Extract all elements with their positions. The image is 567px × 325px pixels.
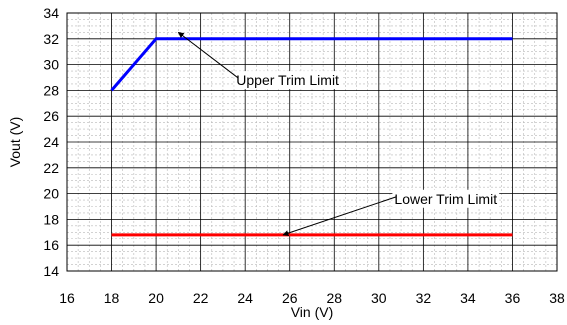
y-tick-label: 28 (43, 82, 59, 98)
annotation-label-1: Upper Trim Limit (236, 72, 339, 88)
y-tick-label: 20 (43, 186, 59, 202)
annotation-label-2: Lower Trim Limit (394, 191, 497, 207)
x-tick-label: 30 (371, 290, 387, 306)
y-tick-label: 24 (43, 134, 59, 150)
x-tick-label: 28 (326, 290, 342, 306)
y-tick-label: 18 (43, 211, 59, 227)
y-tick-label: 22 (43, 160, 59, 176)
annotation-layer: Upper Trim Limit Lower Trim Limit (177, 31, 500, 237)
annotation-label-bg-1 (234, 71, 342, 90)
y-tick-label: 34 (43, 5, 59, 21)
x-tick-label: 26 (282, 290, 298, 306)
x-tick-labels: 16 18 20 22 24 26 28 30 32 34 36 38 (59, 290, 565, 306)
x-tick-label: 18 (104, 290, 120, 306)
x-tick-label: 16 (59, 290, 75, 306)
y-tick-label: 30 (43, 57, 59, 73)
x-tick-label: 24 (237, 290, 253, 306)
y-tick-label: 14 (43, 263, 59, 279)
x-tick-label: 34 (460, 290, 476, 306)
y-tick-label: 26 (43, 108, 59, 124)
x-tick-label: 20 (148, 290, 164, 306)
y-tick-labels: 14 16 18 20 22 24 26 28 30 32 34 (43, 5, 59, 279)
series-layer (110, 37, 513, 237)
x-tick-label: 38 (549, 290, 565, 306)
y-tick-label: 32 (43, 31, 59, 47)
annotation-label-bg-2 (392, 189, 500, 208)
x-tick-label: 36 (505, 290, 521, 306)
annotation-arrow-2 (282, 196, 397, 237)
x-axis-title: Vin (V) (291, 304, 334, 320)
x-tick-label: 32 (416, 290, 432, 306)
y-tick-label: 16 (43, 237, 59, 253)
annotation-arrow-1 (177, 31, 239, 79)
x-tick-label: 22 (193, 290, 209, 306)
plot-area-frame (66, 12, 558, 272)
y-axis-title: Vout (V) (7, 117, 23, 168)
major-gridlines (66, 12, 558, 272)
series-line-1 (110, 37, 513, 92)
